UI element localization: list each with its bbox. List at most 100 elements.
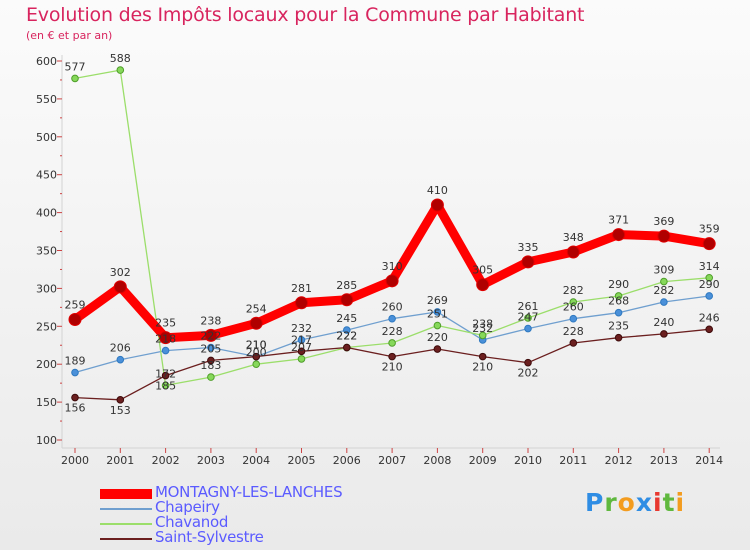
data-point-montagny <box>521 255 535 269</box>
data-point-saint-sylvestre <box>343 343 351 352</box>
data-label-montagny: 238 <box>200 314 221 327</box>
legend-label-montagny: MONTAGNY-LES-LANCHES <box>155 483 343 501</box>
x-tick-label: 2007 <box>378 454 406 467</box>
data-point-montagny <box>476 278 490 292</box>
x-tick-label: 2012 <box>605 454 633 467</box>
data-point-chavanod <box>71 74 79 83</box>
y-tick-label: 600 <box>36 55 57 68</box>
x-tick-label: 2009 <box>469 454 497 467</box>
data-point-saint-sylvestre <box>569 339 578 347</box>
logo-letter-3: o <box>617 488 636 517</box>
data-label-chapeiry: 260 <box>382 301 403 314</box>
data-label-chapeiry: 210 <box>246 339 267 352</box>
data-label-saint-sylvestre: 217 <box>291 333 312 346</box>
data-label-chavanod: 200 <box>246 346 267 359</box>
x-tick-label: 2001 <box>106 454 134 467</box>
data-label-montagny: 359 <box>699 223 720 236</box>
data-label-chavanod: 577 <box>65 60 86 73</box>
data-point-saint-sylvestre <box>116 396 125 404</box>
data-label-montagny: 302 <box>110 266 131 279</box>
data-label-chapeiry: 282 <box>653 284 674 297</box>
data-point-saint-sylvestre <box>614 333 623 342</box>
data-label-chavanod: 290 <box>608 278 629 291</box>
data-point-chapeiry <box>705 292 714 300</box>
data-label-chapeiry: 269 <box>427 294 448 307</box>
legend-swatch-chapeiry <box>100 508 152 510</box>
data-point-chapeiry <box>524 324 532 333</box>
legend-label-chavanod: Chavanod <box>155 513 229 531</box>
data-point-chapeiry <box>207 343 215 352</box>
x-tick-label: 2006 <box>333 454 361 467</box>
data-point-chavanod <box>297 355 306 363</box>
data-point-saint-sylvestre <box>207 356 215 365</box>
x-tick-label: 2013 <box>650 454 678 467</box>
data-label-chapeiry: 232 <box>472 322 493 335</box>
data-label-montagny: 285 <box>336 279 357 292</box>
data-point-chapeiry <box>297 336 306 344</box>
data-point-montagny <box>702 237 716 251</box>
data-label-chavanod: 238 <box>472 317 493 330</box>
data-point-montagny <box>113 280 127 294</box>
data-label-chapeiry: 260 <box>563 301 584 314</box>
x-tick-label: 2004 <box>242 454 270 467</box>
data-label-chavanod: 309 <box>653 264 674 277</box>
data-label-chavanod: 172 <box>155 367 176 380</box>
data-label-chavanod: 314 <box>699 260 720 273</box>
data-point-saint-sylvestre <box>161 371 170 380</box>
data-point-chavanod <box>705 273 714 282</box>
data-point-chapeiry <box>343 326 351 334</box>
y-tick-label: 550 <box>36 93 57 106</box>
logo-letter-2: r <box>604 488 618 517</box>
data-point-chavanod <box>569 298 578 306</box>
y-tick-label: 250 <box>36 320 57 333</box>
data-label-saint-sylvestre: 210 <box>382 361 403 374</box>
y-tick-label: 450 <box>36 169 57 182</box>
chart-title: Evolution des Impôts locaux pour la Comm… <box>26 4 585 26</box>
legend-label-chapeiry: Chapeiry <box>155 498 220 516</box>
data-point-chapeiry <box>569 314 578 323</box>
data-label-chavanod: 282 <box>563 284 584 297</box>
data-point-saint-sylvestre <box>524 358 532 367</box>
x-tick-label: 2010 <box>514 454 542 467</box>
data-point-montagny <box>385 274 399 288</box>
x-tick-label: 2002 <box>152 454 180 467</box>
data-point-montagny <box>340 293 354 307</box>
data-label-chavanod: 183 <box>200 359 221 372</box>
data-label-saint-sylvestre: 202 <box>518 367 539 380</box>
data-point-chapeiry <box>71 368 79 377</box>
data-point-montagny <box>566 245 580 259</box>
logo-letter-7: i <box>675 488 686 517</box>
logo-letter-1: P <box>585 488 605 517</box>
y-tick-label: 300 <box>36 282 57 295</box>
y-tick-label: 350 <box>36 245 57 258</box>
data-label-chavanod: 207 <box>291 341 312 354</box>
legend-swatch-montagny <box>100 489 152 499</box>
legend-label-saint-sylvestre: Saint-Sylvestre <box>155 528 264 546</box>
data-point-saint-sylvestre <box>705 325 714 334</box>
y-tick-label: 150 <box>36 396 57 409</box>
data-point-chavanod <box>388 339 396 347</box>
logo-letter-6: t <box>662 488 676 517</box>
data-point-saint-sylvestre <box>252 352 261 361</box>
x-tick-label: 2000 <box>61 454 89 467</box>
data-point-saint-sylvestre <box>388 352 396 361</box>
data-label-saint-sylvestre: 210 <box>246 339 267 352</box>
data-label-montagny: 371 <box>608 214 629 227</box>
data-point-montagny <box>657 229 671 243</box>
y-tick-label: 100 <box>36 434 57 447</box>
data-label-chapeiry: 290 <box>699 278 720 291</box>
data-point-chavanod <box>252 360 261 369</box>
data-point-chavanod <box>478 331 487 340</box>
data-label-chapeiry: 222 <box>200 330 221 343</box>
data-point-chapeiry <box>161 346 170 355</box>
data-label-chavanod: 251 <box>427 308 448 321</box>
data-point-montagny <box>295 296 308 310</box>
data-point-chavanod <box>433 321 442 330</box>
data-label-montagny: 410 <box>427 184 448 197</box>
data-point-chavanod <box>207 373 215 381</box>
data-label-chapeiry: 247 <box>518 311 539 324</box>
data-label-chapeiry: 268 <box>608 295 629 308</box>
data-point-chapeiry <box>388 314 396 323</box>
